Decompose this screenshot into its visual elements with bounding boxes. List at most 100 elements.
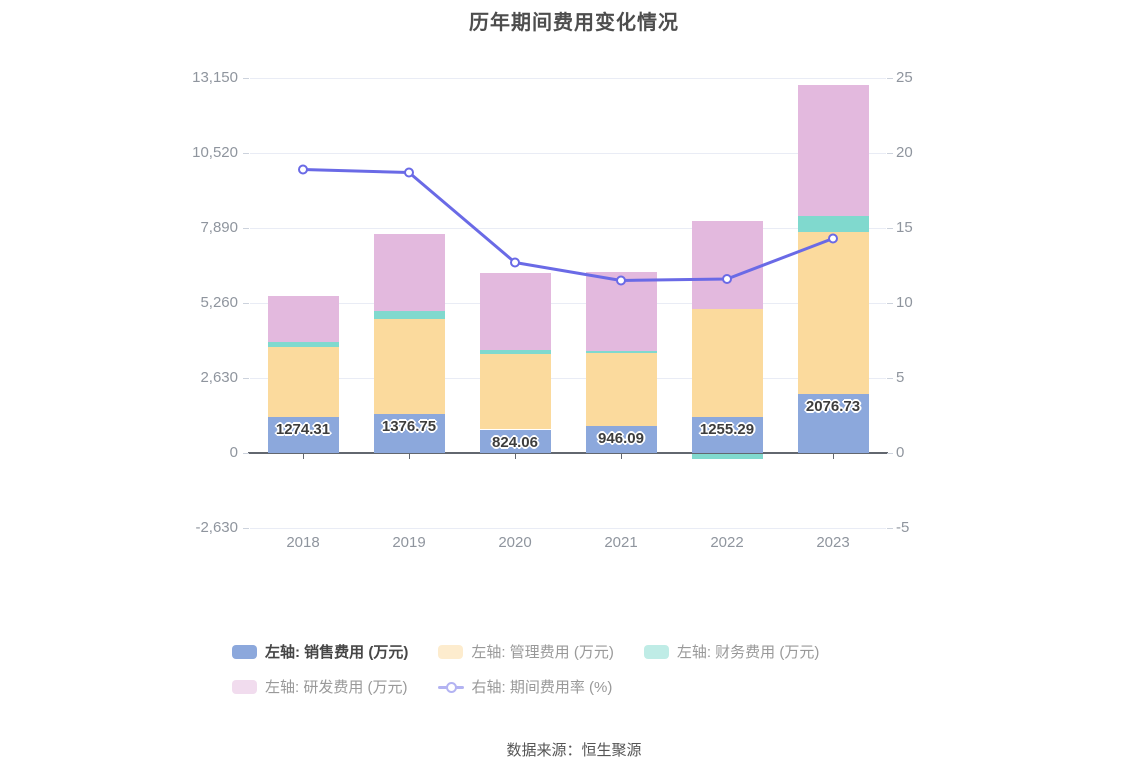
bar-segment-0-2021[interactable] <box>585 426 657 453</box>
bar-segment-3-2023[interactable] <box>797 85 869 217</box>
y-axis-label-left: 10,520 <box>192 144 238 161</box>
grid-line <box>250 78 886 79</box>
right-axis-tick <box>887 303 893 304</box>
legend-row: 左轴: 销售费用 (万元) 左轴: 管理费用 (万元) 左轴: 财务费用 (万元) <box>232 641 819 662</box>
bar-segment-2-2019[interactable] <box>373 311 445 320</box>
bar-segment-0-2020[interactable] <box>479 429 551 453</box>
y-axis-label-right: 15 <box>896 219 913 236</box>
right-axis-tick <box>887 453 893 454</box>
legend-item-0[interactable]: 左轴: 销售费用 (万元) <box>232 641 408 662</box>
left-axis-tick <box>243 378 249 379</box>
x-axis-label: 2020 <box>498 534 532 551</box>
bar-segment-2-2020[interactable] <box>479 349 551 354</box>
rate-point-2019[interactable] <box>404 167 414 178</box>
right-axis-tick <box>887 528 893 529</box>
legend-swatch-icon <box>643 644 669 659</box>
bar-value-label: 946.09 <box>598 430 644 448</box>
y-axis-label-right: 0 <box>896 444 905 461</box>
line-symbol-icon <box>437 680 464 694</box>
data-source-note: 数据来源：恒生聚源 <box>506 742 642 759</box>
legend-item-label: 右轴: 期间费用率 (%) <box>471 679 613 696</box>
x-axis-tick <box>621 454 622 459</box>
bar-segment-1-2023[interactable] <box>797 232 869 394</box>
grid-line <box>250 528 886 529</box>
x-axis-tick <box>833 454 834 459</box>
bar-value-label: 2076.73 <box>805 397 861 415</box>
legend-item-1[interactable]: 左轴: 管理费用 (万元) <box>438 641 614 662</box>
rate-point-2018[interactable] <box>298 164 308 175</box>
legend: 左轴: 销售费用 (万元) 左轴: 管理费用 (万元) 左轴: 财务费用 (万元) 左… <box>232 641 819 697</box>
y-axis-label-right: 10 <box>896 294 913 311</box>
bar-value-label: 1274.31 <box>275 420 331 438</box>
left-axis-tick <box>243 153 249 154</box>
bar-segment-1-2020[interactable] <box>479 353 551 430</box>
x-axis-tick <box>409 454 410 459</box>
rate-point-2020[interactable] <box>510 257 520 268</box>
bar-segment-0-2018[interactable] <box>267 416 339 453</box>
left-axis-tick <box>243 528 249 529</box>
bar-segment-0-2019[interactable] <box>373 413 445 453</box>
x-axis-tick <box>515 454 516 459</box>
legend-swatch-icon <box>438 644 464 659</box>
left-axis-tick <box>243 303 249 304</box>
right-axis-tick <box>887 78 893 79</box>
right-axis-tick <box>887 378 893 379</box>
chart-title: 历年期间费用变化情况 <box>469 12 679 34</box>
y-axis-label-left: 7,890 <box>200 219 238 236</box>
x-axis-label: 2023 <box>816 534 850 551</box>
legend-item-2[interactable]: 左轴: 财务费用 (万元) <box>643 641 820 662</box>
legend-item-3[interactable]: 左轴: 研发费用 (万元) <box>232 676 408 697</box>
bar-value-label: 824.06 <box>492 433 538 451</box>
bar-segment-0-2022[interactable] <box>691 417 763 453</box>
grid-line <box>250 303 886 304</box>
x-axis-line <box>248 452 888 454</box>
legend-item-4[interactable]: 右轴: 期间费用率 (%) <box>437 676 613 697</box>
y-axis-label-left: 13,150 <box>192 69 238 86</box>
y-axis-label-right: 25 <box>896 69 913 86</box>
legend-item-label: 左轴: 销售费用 (万元) <box>265 644 409 661</box>
left-axis-tick <box>243 228 249 229</box>
y-axis-label-right: 5 <box>896 369 905 386</box>
legend-item-label: 左轴: 管理费用 (万元) <box>471 644 614 661</box>
bar-segment-3-2020[interactable] <box>479 273 551 350</box>
grid-line <box>250 153 886 154</box>
x-axis-label: 2021 <box>604 534 638 551</box>
legend-swatch-icon <box>232 644 257 659</box>
left-axis-tick <box>243 78 249 79</box>
legend-swatch-icon <box>232 679 257 694</box>
x-axis-label: 2019 <box>392 534 426 551</box>
x-axis-label: 2018 <box>286 534 320 551</box>
y-axis-label-right: 20 <box>896 144 913 161</box>
bar-segment-2-2021[interactable] <box>585 351 657 354</box>
bar-segment-2-2022[interactable] <box>691 454 763 459</box>
bar-value-label: 1255.29 <box>699 421 755 439</box>
y-axis-label-left: 5,260 <box>200 294 238 311</box>
bar-segment-0-2023[interactable] <box>797 393 869 453</box>
legend-row: 左轴: 研发费用 (万元) 右轴: 期间费用率 (%) <box>232 676 819 697</box>
right-axis-tick <box>887 228 893 229</box>
bar-segment-3-2022[interactable] <box>691 220 763 310</box>
bar-segment-1-2019[interactable] <box>373 319 445 414</box>
bar-segment-2-2018[interactable] <box>267 341 339 347</box>
y-axis-label-left: 2,630 <box>200 369 238 386</box>
bar-segment-3-2019[interactable] <box>373 234 445 312</box>
bar-segment-1-2018[interactable] <box>267 346 339 417</box>
x-axis-label: 2022 <box>710 534 744 551</box>
left-axis-tick <box>243 453 249 454</box>
bar-value-label: 1376.75 <box>381 417 437 435</box>
bar-segment-1-2021[interactable] <box>585 353 657 426</box>
grid-line <box>250 378 886 379</box>
bar-segment-3-2021[interactable] <box>585 272 657 352</box>
x-axis-tick <box>303 454 304 459</box>
right-axis-tick <box>887 153 893 154</box>
bar-segment-1-2022[interactable] <box>691 309 763 418</box>
y-axis-label-right: -5 <box>896 519 910 536</box>
y-axis-label-left: -2,630 <box>195 519 238 536</box>
y-axis-label-left: 0 <box>229 444 238 461</box>
grid-line <box>250 228 886 229</box>
legend-item-label: 左轴: 财务费用 (万元) <box>676 644 820 661</box>
legend-item-label: 左轴: 研发费用 (万元) <box>265 679 408 696</box>
bar-segment-2-2023[interactable] <box>797 216 869 233</box>
bar-segment-3-2018[interactable] <box>267 295 339 342</box>
